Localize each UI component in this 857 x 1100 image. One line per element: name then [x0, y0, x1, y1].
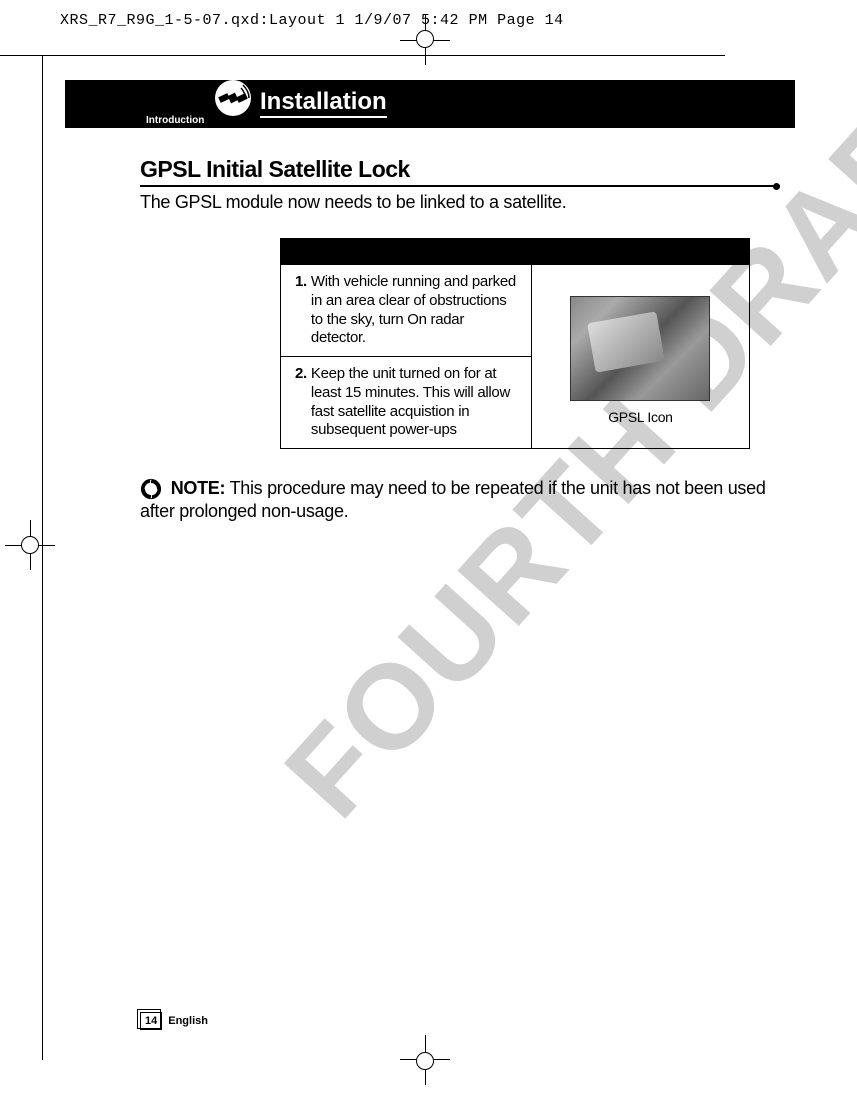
chapter-title: Installation: [260, 88, 387, 118]
crop-mark: [21, 536, 39, 554]
page-content: Introduction Installation GPSL Initial S…: [65, 80, 795, 524]
page-border: [0, 55, 725, 56]
section-title: GPSL Initial Satellite Lock: [140, 156, 780, 187]
section: GPSL Initial Satellite Lock The GPSL mod…: [140, 156, 780, 449]
steps-left: 1. With vehicle running and parked in an…: [281, 265, 532, 448]
print-header: XRS_R7_R9G_1-5-07.qxd:Layout 1 1/9/07 5:…: [60, 12, 564, 29]
step-item: 1. With vehicle running and parked in an…: [281, 265, 531, 356]
satellite-icon: [213, 78, 253, 118]
step-text: With vehicle running and parked in an ar…: [311, 273, 519, 348]
step-text: Keep the unit turned on for at least 15 …: [311, 365, 519, 440]
note-text: This procedure may need to be repeated i…: [140, 478, 766, 521]
section-body: The GPSL module now needs to be linked t…: [140, 192, 780, 213]
step-number: 2.: [295, 365, 307, 440]
page-footer: 14 English: [140, 1012, 208, 1030]
note-block: NOTE: This procedure may need to be repe…: [140, 477, 780, 524]
page-border: [42, 55, 43, 1060]
step-item: 2. Keep the unit turned on for at least …: [281, 356, 531, 448]
chapter-bar: Introduction Installation: [65, 80, 795, 128]
steps-box: 1. With vehicle running and parked in an…: [280, 238, 750, 449]
intro-tab: Introduction: [140, 112, 210, 128]
steps-row: 1. With vehicle running and parked in an…: [281, 265, 749, 448]
gpsl-icon-image: [570, 296, 710, 401]
note-icon: [140, 478, 162, 500]
gpsl-caption: GPSL Icon: [608, 409, 672, 425]
note-label: NOTE:: [171, 478, 226, 498]
page-number: 14: [140, 1012, 162, 1030]
step-number: 1.: [295, 273, 307, 348]
steps-header: [281, 239, 749, 265]
crop-mark: [416, 1052, 434, 1070]
steps-right: GPSL Icon: [532, 265, 749, 448]
crop-mark: [416, 30, 434, 48]
language-label: English: [168, 1015, 208, 1027]
